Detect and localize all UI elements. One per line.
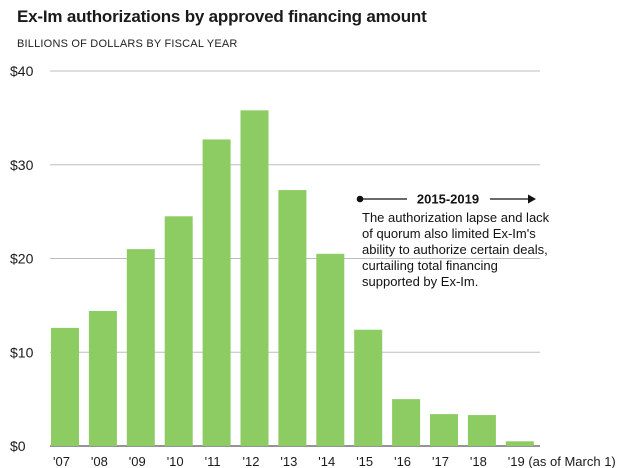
x-tick-label: '13 — [280, 454, 297, 468]
bar — [354, 329, 383, 446]
bar — [278, 190, 307, 446]
bar — [88, 311, 117, 446]
x-tick-label: '14 — [318, 454, 335, 468]
chart-subtitle: BILLIONS OF DOLLARS BY FISCAL YEAR — [17, 38, 238, 50]
x-tick-label: '12 — [243, 454, 260, 468]
y-tick-label: $10 — [10, 344, 34, 360]
bar — [126, 249, 155, 446]
chart-title: Ex-Im authorizations by approved financi… — [17, 7, 427, 26]
range-arrow: 2015-2019 — [356, 192, 536, 207]
y-tick-label: $40 — [10, 63, 34, 79]
x-tick-label: '10 — [167, 454, 184, 468]
y-tick-label: $20 — [10, 251, 34, 267]
annotation-text: The authorization lapse and lack of quor… — [362, 210, 550, 289]
bars — [51, 110, 534, 446]
range-arrowhead — [528, 194, 536, 204]
x-tick-label: '07 — [53, 454, 70, 468]
bar — [51, 327, 79, 446]
bar — [164, 216, 193, 446]
x-tick-label: '17 — [432, 454, 449, 468]
bar — [392, 399, 421, 446]
x-tick-label: '08 — [91, 454, 108, 468]
bar — [467, 415, 496, 446]
bar — [430, 414, 458, 446]
bar — [240, 110, 269, 446]
y-tick-label: $0 — [10, 438, 26, 454]
x-tick-label: '09 — [129, 454, 146, 468]
y-tick-label: $30 — [10, 157, 34, 173]
x-axis-ticks: '07 '08 '09 '10 '11 '12 '13 '14 '15 '16 '17 '18 '19 … — [53, 454, 616, 468]
bar — [202, 139, 231, 446]
y-axis-ticks: $0 $10 $20 $30 $40 — [10, 63, 34, 454]
x-tick-label: '18 — [470, 454, 487, 468]
bar — [505, 441, 534, 446]
x-tick-label: '11 — [205, 454, 221, 468]
x-tick-label: '16 — [394, 454, 411, 468]
bar — [316, 253, 345, 446]
x-tick-label: '19 (as of March 1) — [508, 454, 616, 468]
range-label: 2015-2019 — [417, 192, 479, 207]
x-tick-label: '15 — [356, 454, 373, 468]
range-start-dot — [356, 195, 364, 203]
